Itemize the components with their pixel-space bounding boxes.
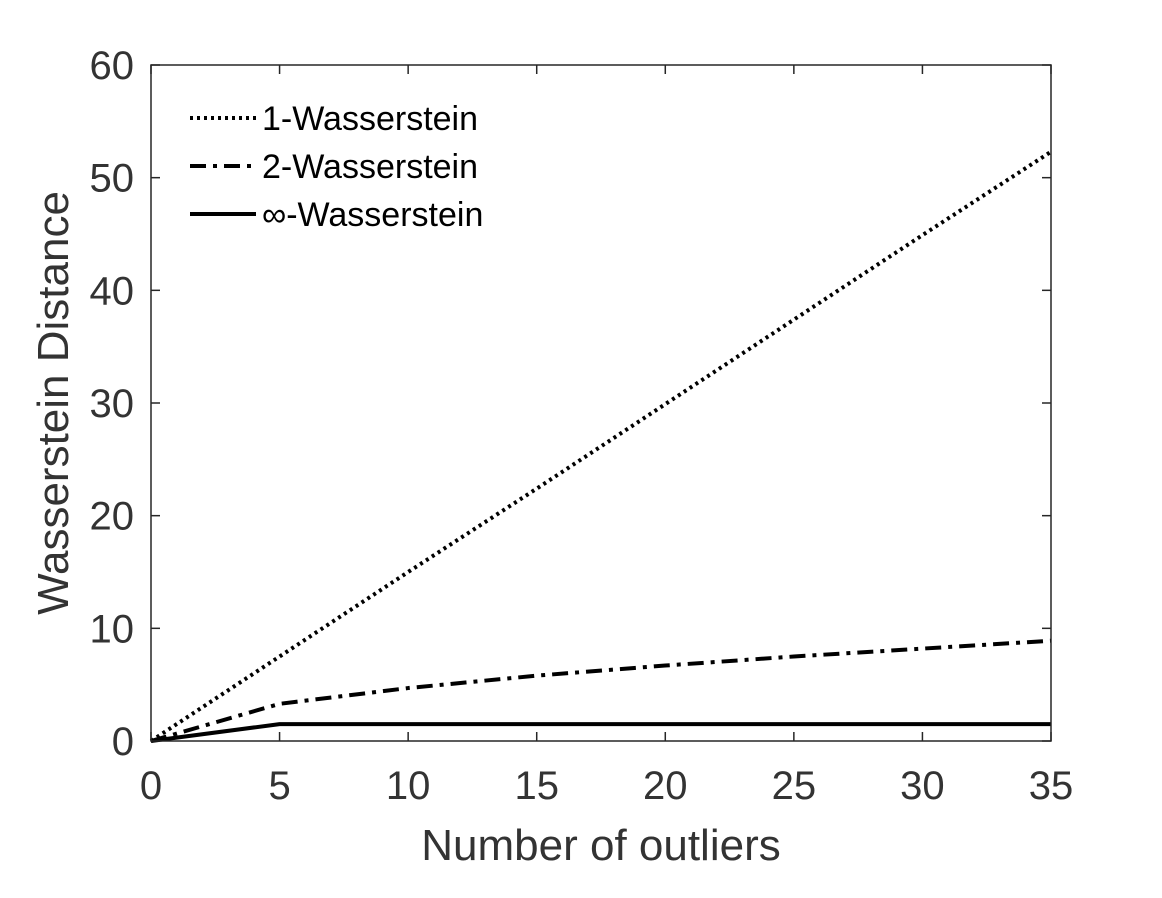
y-tick-label: 20	[90, 495, 135, 539]
x-tick-label: 25	[772, 764, 817, 808]
plot-area-frame	[150, 64, 1052, 742]
legend: 1-Wasserstein 2-Wasserstein ∞-Wasserstein	[190, 100, 483, 234]
y-axis-title: Wasserstein Distance	[29, 191, 78, 615]
y-tick-label: 0	[112, 720, 134, 764]
x-axis-title: Number of outliers	[421, 821, 780, 870]
x-tick-label: 5	[268, 764, 290, 808]
x-tick-label: 20	[643, 764, 688, 808]
series-lines	[149, 150, 1053, 743]
y-tick-label: 10	[90, 607, 135, 651]
y-tick-label: 50	[90, 157, 135, 201]
series-line-2	[150, 638, 1052, 743]
x-tick-label: 35	[1029, 764, 1074, 808]
x-tick-label: 10	[386, 764, 431, 808]
x-tick-label: 30	[900, 764, 945, 808]
legend-label-3: ∞-Wasserstein	[262, 196, 483, 234]
legend-label-1: 1-Wasserstein	[262, 100, 478, 138]
x-tick-label: 15	[514, 764, 559, 808]
y-tick-label: 60	[90, 44, 135, 88]
x-tick-label: 0	[140, 764, 162, 808]
series-line-3	[150, 722, 1051, 743]
legend-label-2: 2-Wasserstein	[262, 148, 478, 186]
series-line-1	[149, 150, 1053, 743]
y-tick-label: 40	[90, 269, 135, 313]
tick-labels: 0 5 10 15 20 25 30 35 0 10 20 30 40 50 60	[90, 44, 1074, 808]
y-tick-label: 30	[90, 382, 135, 426]
